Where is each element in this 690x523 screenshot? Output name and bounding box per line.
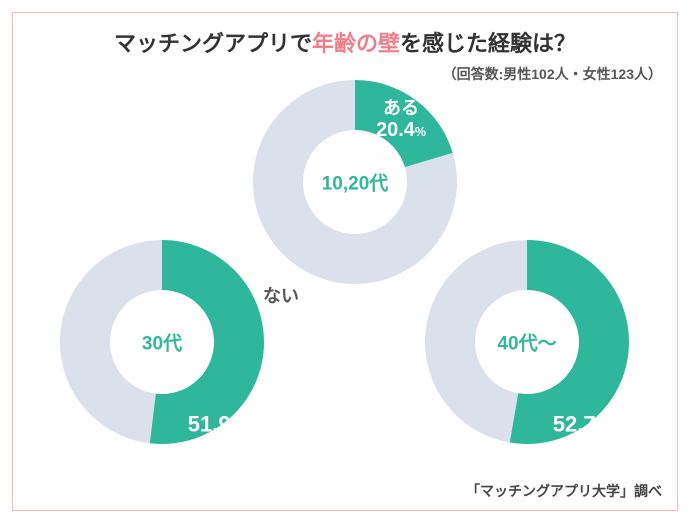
donut-center-label: 10,20代 [322,169,389,196]
title-prefix: マッチングアプリで [114,31,312,56]
chart-title: マッチングアプリで年齢の壁を感じた経験は？ [0,26,690,58]
slice-no-label: ない [263,282,299,308]
slice-yes-label: ある20.4% [376,98,426,142]
slice-yes-value: 51.9% [188,411,245,436]
slice-yes-value: 52.7% [553,411,610,436]
donut-30s: 30代 51.9% [60,240,264,444]
donut-center-label: 30代 [142,329,182,356]
source-credit: 「マッチングアプリ大学」調べ [466,481,662,501]
donut-40s: 40代〜 52.7% [425,240,629,444]
title-highlight: 年齢の壁 [312,31,400,56]
donut-center-label: 40代〜 [497,329,556,356]
title-suffix: を感じた経験は？ [400,31,576,56]
respondent-count: （回答数:男性102人・女性123人） [443,64,662,84]
